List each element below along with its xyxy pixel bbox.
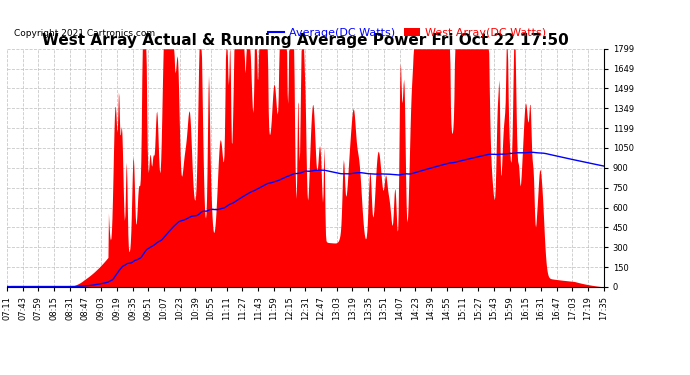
Legend: Average(DC Watts), West Array(DC Watts): Average(DC Watts), West Array(DC Watts) [263,23,551,42]
Title: West Array Actual & Running Average Power Fri Oct 22 17:50: West Array Actual & Running Average Powe… [42,33,569,48]
Text: Copyright 2021 Cartronics.com: Copyright 2021 Cartronics.com [14,28,155,38]
